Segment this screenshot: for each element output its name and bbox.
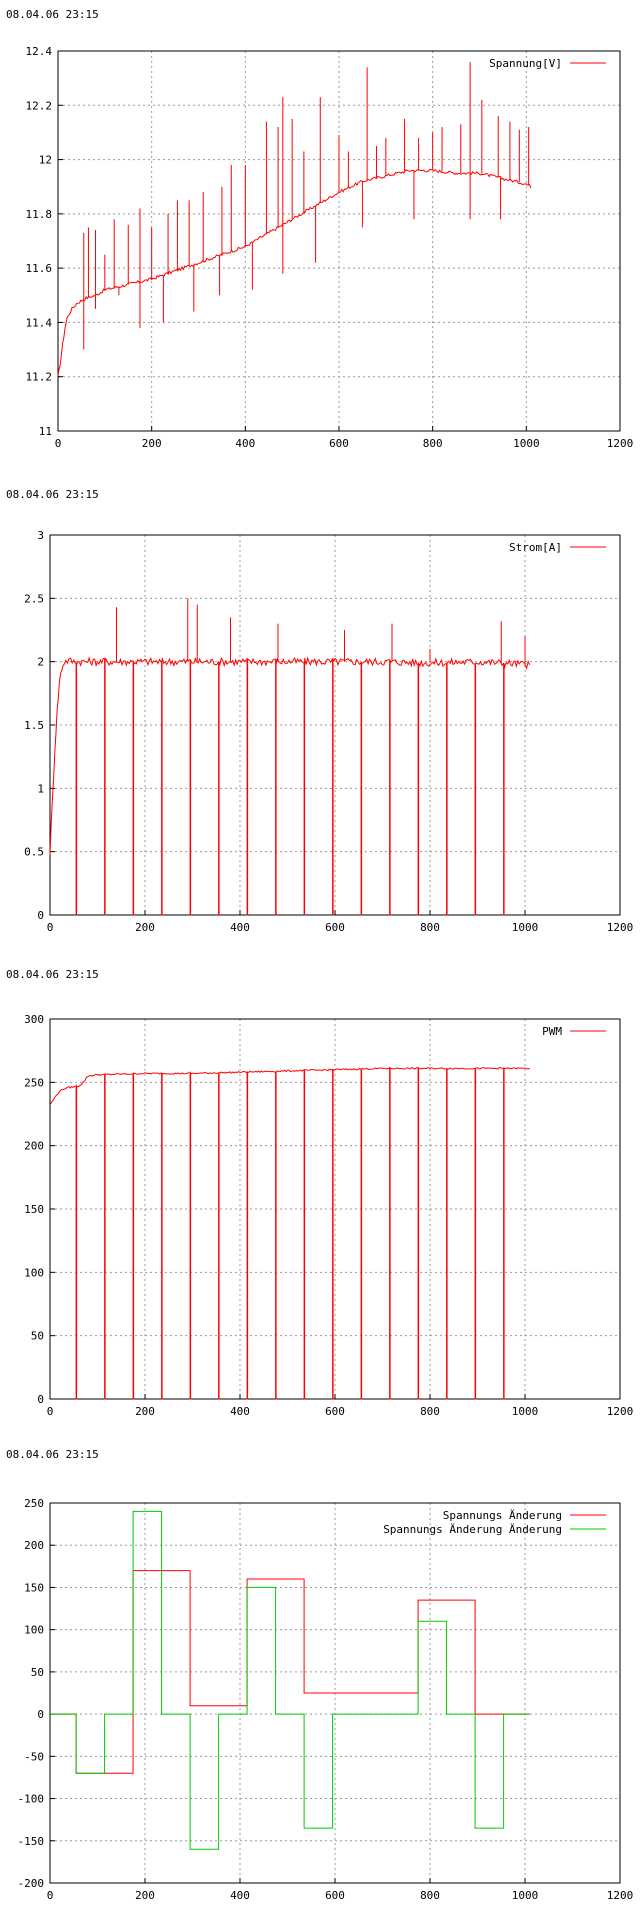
- chart-svg: 08.04.06 23:15 0 200 400 600 800 1000 1200 11 11.…: [6, 8, 634, 450]
- legend-label: Spannung[V]: [489, 57, 562, 70]
- x-tick-label: 200: [135, 1889, 155, 1902]
- chart-svg: 08.04.06 23:150 200 400 600 800 1000 1200-200-…: [6, 1448, 634, 1902]
- plot-frame: [49, 1502, 621, 1884]
- y-tick-label: 0: [37, 909, 44, 922]
- chart-timestamp: 08.04.06 23:15: [6, 968, 99, 981]
- y-tick-label: -150: [18, 1835, 45, 1848]
- y-tick-label: 0.5: [24, 846, 44, 859]
- y-tick-label: 1: [37, 782, 44, 795]
- y-tick-label: 250: [24, 1076, 44, 1089]
- grid: [50, 1019, 620, 1399]
- y-tick-label: 150: [24, 1203, 44, 1216]
- x-tick-label: 0: [47, 1889, 54, 1902]
- x-tick-label: 800: [420, 1889, 440, 1902]
- y-tick-label: 1.5: [24, 719, 44, 732]
- x-tick-label: 600: [325, 921, 345, 934]
- grid: [50, 535, 620, 915]
- x-tick-label: 800: [420, 921, 440, 934]
- x-tick-label: 1000: [512, 1889, 539, 1902]
- series-line: [49, 1066, 530, 1400]
- y-tick-label: 3: [37, 529, 44, 542]
- x-tick-label: 800: [420, 1405, 440, 1418]
- y-tick-label: 100: [24, 1624, 44, 1637]
- chart-svg: 08.04.06 23:15 0 200 400 600 800 1000 1200 0 0.5 1…: [6, 488, 634, 934]
- plot-frame: [49, 534, 621, 916]
- x-tick-label: 400: [230, 1889, 250, 1902]
- y-tick-label: 300: [24, 1013, 44, 1026]
- legend-label: Strom[A]: [509, 541, 562, 554]
- x-tick-label: 800: [423, 437, 443, 450]
- y-tick-label: 100: [24, 1266, 44, 1279]
- plot-frame: [49, 1018, 621, 1400]
- x-tick-label: 400: [230, 921, 250, 934]
- series-line: [50, 1510, 530, 1850]
- y-tick-label: 2: [37, 656, 44, 669]
- y-tick-label: 11.4: [26, 316, 53, 329]
- y-tick-label: 150: [24, 1581, 44, 1594]
- x-tick-label: 0: [47, 921, 54, 934]
- legend-label: Spannungs Änderung Änderung: [383, 1523, 562, 1536]
- x-tick-label: 1200: [607, 437, 634, 450]
- chart-timestamp: 08.04.06 23:15: [6, 488, 99, 501]
- chart-panel-current: 08.04.06 23:15 0 200 400 600 800 1000 1200 0 0.5 1…: [0, 480, 640, 960]
- chart-svg: 08.04.06 23:15 0 200 400 600 800 1000 1200 0 50 10…: [6, 968, 634, 1418]
- x-tick-label: 1200: [607, 1405, 634, 1418]
- y-tick-label: 12: [39, 154, 52, 167]
- series-line: [49, 656, 531, 916]
- y-tick-label: 11.8: [26, 208, 53, 221]
- y-tick-label: 2.5: [24, 592, 44, 605]
- grid: [50, 1503, 620, 1883]
- x-tick-label: 600: [325, 1889, 345, 1902]
- x-tick-label: 0: [55, 437, 62, 450]
- y-tick-label: 11.6: [26, 262, 53, 275]
- y-tick-label: 200: [24, 1539, 44, 1552]
- chart-panel-pwm: 08.04.06 23:15 0 200 400 600 800 1000 1200 0 50 10…: [0, 960, 640, 1440]
- x-tick-label: 1000: [512, 1405, 539, 1418]
- y-tick-label: 12.4: [26, 45, 53, 58]
- y-tick-label: -50: [24, 1750, 44, 1763]
- y-tick-label: -100: [18, 1793, 45, 1806]
- y-tick-label: -200: [18, 1877, 45, 1890]
- y-tick-label: 11.2: [26, 371, 53, 384]
- y-tick-label: 11: [39, 425, 52, 438]
- x-tick-label: 1000: [512, 921, 539, 934]
- x-tick-label: 200: [142, 437, 162, 450]
- x-tick-label: 200: [135, 921, 155, 934]
- plot-frame: [57, 50, 621, 432]
- chart-timestamp: 08.04.06 23:15: [6, 8, 99, 21]
- x-tick-label: 600: [325, 1405, 345, 1418]
- y-tick-label: 0: [37, 1393, 44, 1406]
- chart-timestamp: 08.04.06 23:15: [6, 1448, 99, 1461]
- series-line: [57, 168, 532, 376]
- x-tick-label: 1000: [513, 437, 540, 450]
- legend-label: PWM: [542, 1025, 562, 1038]
- y-tick-label: 0: [37, 1708, 44, 1721]
- x-tick-label: 0: [47, 1405, 54, 1418]
- x-tick-label: 1200: [607, 1889, 634, 1902]
- chart-panel-voltage-change: 08.04.06 23:15 0 200 400 600 800 1000 1200 -200-…: [0, 1440, 640, 1920]
- y-tick-label: 12.2: [26, 99, 53, 112]
- y-tick-label: 50: [31, 1330, 44, 1343]
- y-tick-label: 200: [24, 1140, 44, 1153]
- x-tick-label: 200: [135, 1405, 155, 1418]
- y-tick-label: 250: [24, 1497, 44, 1510]
- x-tick-label: 400: [230, 1405, 250, 1418]
- grid: [58, 51, 620, 431]
- x-tick-label: 1200: [607, 921, 634, 934]
- x-tick-label: 400: [235, 437, 255, 450]
- legend-label: Spannungs Änderung: [443, 1509, 562, 1522]
- y-tick-label: 50: [31, 1666, 44, 1679]
- chart-panel-voltage: 08.04.06 23:15 0 200 400 600 800 1000 1200 11 11.…: [0, 0, 640, 480]
- x-tick-label: 600: [329, 437, 349, 450]
